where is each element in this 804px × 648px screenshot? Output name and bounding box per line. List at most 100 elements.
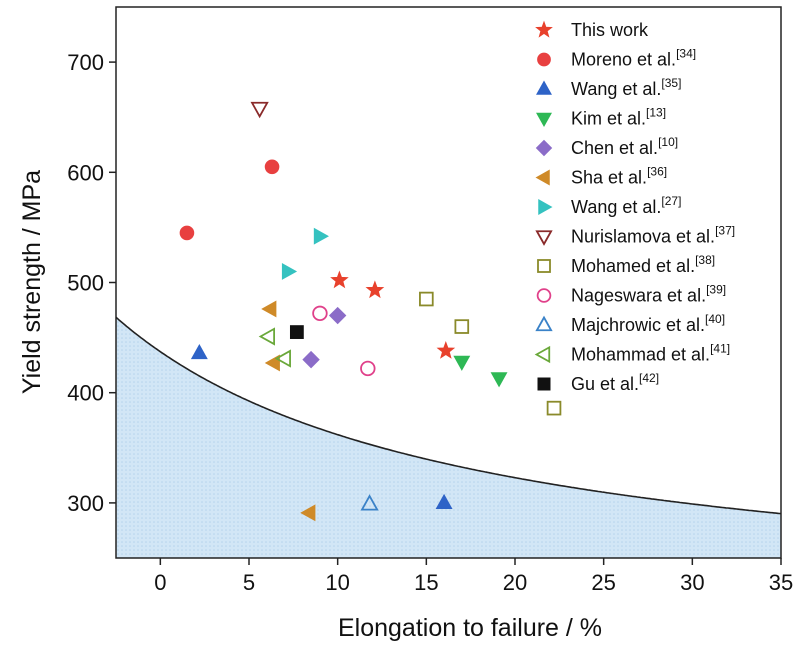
legend-item: Wang et al.[35] — [536, 76, 681, 99]
legend-series-name: Chen et al. — [571, 138, 658, 158]
legend-item: Kim et al.[13] — [536, 106, 666, 129]
x-tick-label: 25 — [591, 570, 615, 595]
legend-reference: [10] — [658, 135, 678, 149]
legend-item: Nageswara et al.[39] — [536, 283, 726, 306]
legend-series-name: Kim et al. — [571, 109, 646, 129]
legend-label: Mohammad et al.[41] — [571, 342, 730, 365]
x-axis: 0 5 10 15 20 25 30 35 — [154, 558, 793, 595]
legend-label: Chen et al.[10] — [571, 135, 678, 158]
legend-reference: [36] — [647, 165, 667, 179]
data-point-series-4 — [302, 350, 320, 369]
legend-item: Nurislamova et al.[37] — [535, 224, 735, 247]
legend-item: Mohammad et al.[41] — [534, 342, 730, 365]
data-point-series-7 — [250, 101, 269, 119]
y-axis-title: Yield strength / MPa — [18, 170, 46, 394]
legend-label: Sha et al.[36] — [571, 165, 667, 188]
legend-reference: [41] — [710, 342, 730, 356]
y-axis: 300 400 500 600 700 — [67, 50, 116, 516]
legend-label: This work — [571, 20, 649, 40]
data-point-series-1 — [264, 159, 280, 175]
legend-reference: [27] — [661, 194, 681, 208]
legend-marker — [536, 288, 552, 303]
legend-label: Moreno et al.[34] — [571, 47, 696, 70]
data-point-series-8 — [454, 319, 470, 334]
legend-marker — [536, 112, 552, 128]
legend-reference: [40] — [705, 312, 725, 326]
legend-series-name: Nageswara et al. — [571, 286, 706, 306]
legend-reference: [34] — [676, 47, 696, 61]
legend-item: Wang et al.[27] — [538, 194, 681, 217]
data-point-series-2 — [190, 344, 208, 360]
legend-marker — [535, 20, 553, 38]
data-point-series-8 — [419, 291, 434, 307]
legend-marker — [534, 345, 551, 364]
legend-marker — [537, 259, 551, 273]
legend-reference: [42] — [639, 371, 659, 385]
data-point-series-0 — [436, 340, 456, 359]
data-point-series-3 — [490, 372, 508, 388]
x-tick-label: 10 — [325, 570, 349, 595]
data-point-series-2 — [435, 493, 453, 509]
data-point-series-3 — [453, 355, 471, 371]
legend-series-name: Gu et al. — [571, 374, 639, 394]
legend-series-name: Nurislamova et al. — [571, 227, 715, 247]
data-point-series-8 — [546, 400, 562, 416]
y-tick-label: 500 — [67, 271, 104, 296]
legend-series-name: Majchrowic et al. — [571, 315, 705, 335]
legend-label: Kim et al.[13] — [571, 106, 666, 129]
data-point-series-5 — [261, 300, 277, 318]
y-tick-label: 300 — [67, 491, 104, 516]
legend-marker — [535, 315, 553, 332]
data-point-series-12 — [289, 325, 304, 339]
legend-series-name: Moreno et al. — [571, 50, 676, 70]
data-point-series-9 — [360, 360, 376, 377]
legend-series-name: Wang et al. — [571, 79, 661, 99]
data-point-series-10 — [360, 494, 379, 511]
y-tick-label: 700 — [67, 50, 104, 75]
data-point-series-9 — [312, 305, 328, 322]
legend-label: Wang et al.[27] — [571, 194, 681, 217]
legend-label: Nageswara et al.[39] — [571, 283, 726, 306]
data-point-series-5 — [300, 504, 316, 522]
legend-marker — [535, 169, 550, 186]
legend-reference: [35] — [661, 76, 681, 90]
data-markers — [179, 101, 562, 522]
legend-reference: [37] — [715, 224, 735, 238]
legend-series-name: This work — [571, 20, 649, 40]
legend-series-name: Wang et al. — [571, 197, 661, 217]
legend-item: Gu et al.[42] — [537, 371, 659, 394]
legend-label: Majchrowic et al.[40] — [571, 312, 725, 335]
data-point-series-6 — [313, 227, 329, 245]
x-tick-label: 30 — [680, 570, 704, 595]
y-tick-label: 600 — [67, 160, 104, 185]
legend-item: Moreno et al.[34] — [537, 47, 696, 70]
data-point-series-11 — [258, 327, 276, 346]
data-point-series-0 — [365, 280, 385, 299]
legend-marker — [538, 199, 553, 215]
legend-marker — [537, 377, 551, 391]
data-point-series-4 — [328, 306, 347, 325]
legend-item: Chen et al.[10] — [535, 135, 678, 158]
data-point-series-1 — [179, 225, 195, 241]
x-tick-label: 5 — [243, 570, 255, 595]
y-tick-label: 400 — [67, 381, 104, 406]
legend-marker — [537, 52, 551, 67]
legend-label: Mohamed et al.[38] — [571, 253, 715, 276]
legend-item: Majchrowic et al.[40] — [535, 312, 725, 335]
legend-reference: [13] — [646, 106, 666, 120]
legend-reference: [39] — [706, 283, 726, 297]
legend-marker — [535, 230, 553, 246]
legend-item: Mohamed et al.[38] — [537, 253, 715, 276]
legend-item: This work — [535, 20, 649, 40]
data-point-series-6 — [281, 263, 298, 280]
legend-series-name: Mohammad et al. — [571, 345, 710, 365]
legend-item: Sha et al.[36] — [535, 165, 667, 188]
x-tick-label: 0 — [154, 570, 166, 595]
x-axis-title: Elongation to failure / % — [338, 614, 602, 642]
data-point-series-0 — [330, 270, 349, 289]
legend-label: Wang et al.[35] — [571, 76, 681, 99]
data-point-series-11 — [274, 349, 291, 368]
legend-series-name: Sha et al. — [571, 168, 647, 188]
legend-label: Gu et al.[42] — [571, 371, 659, 394]
